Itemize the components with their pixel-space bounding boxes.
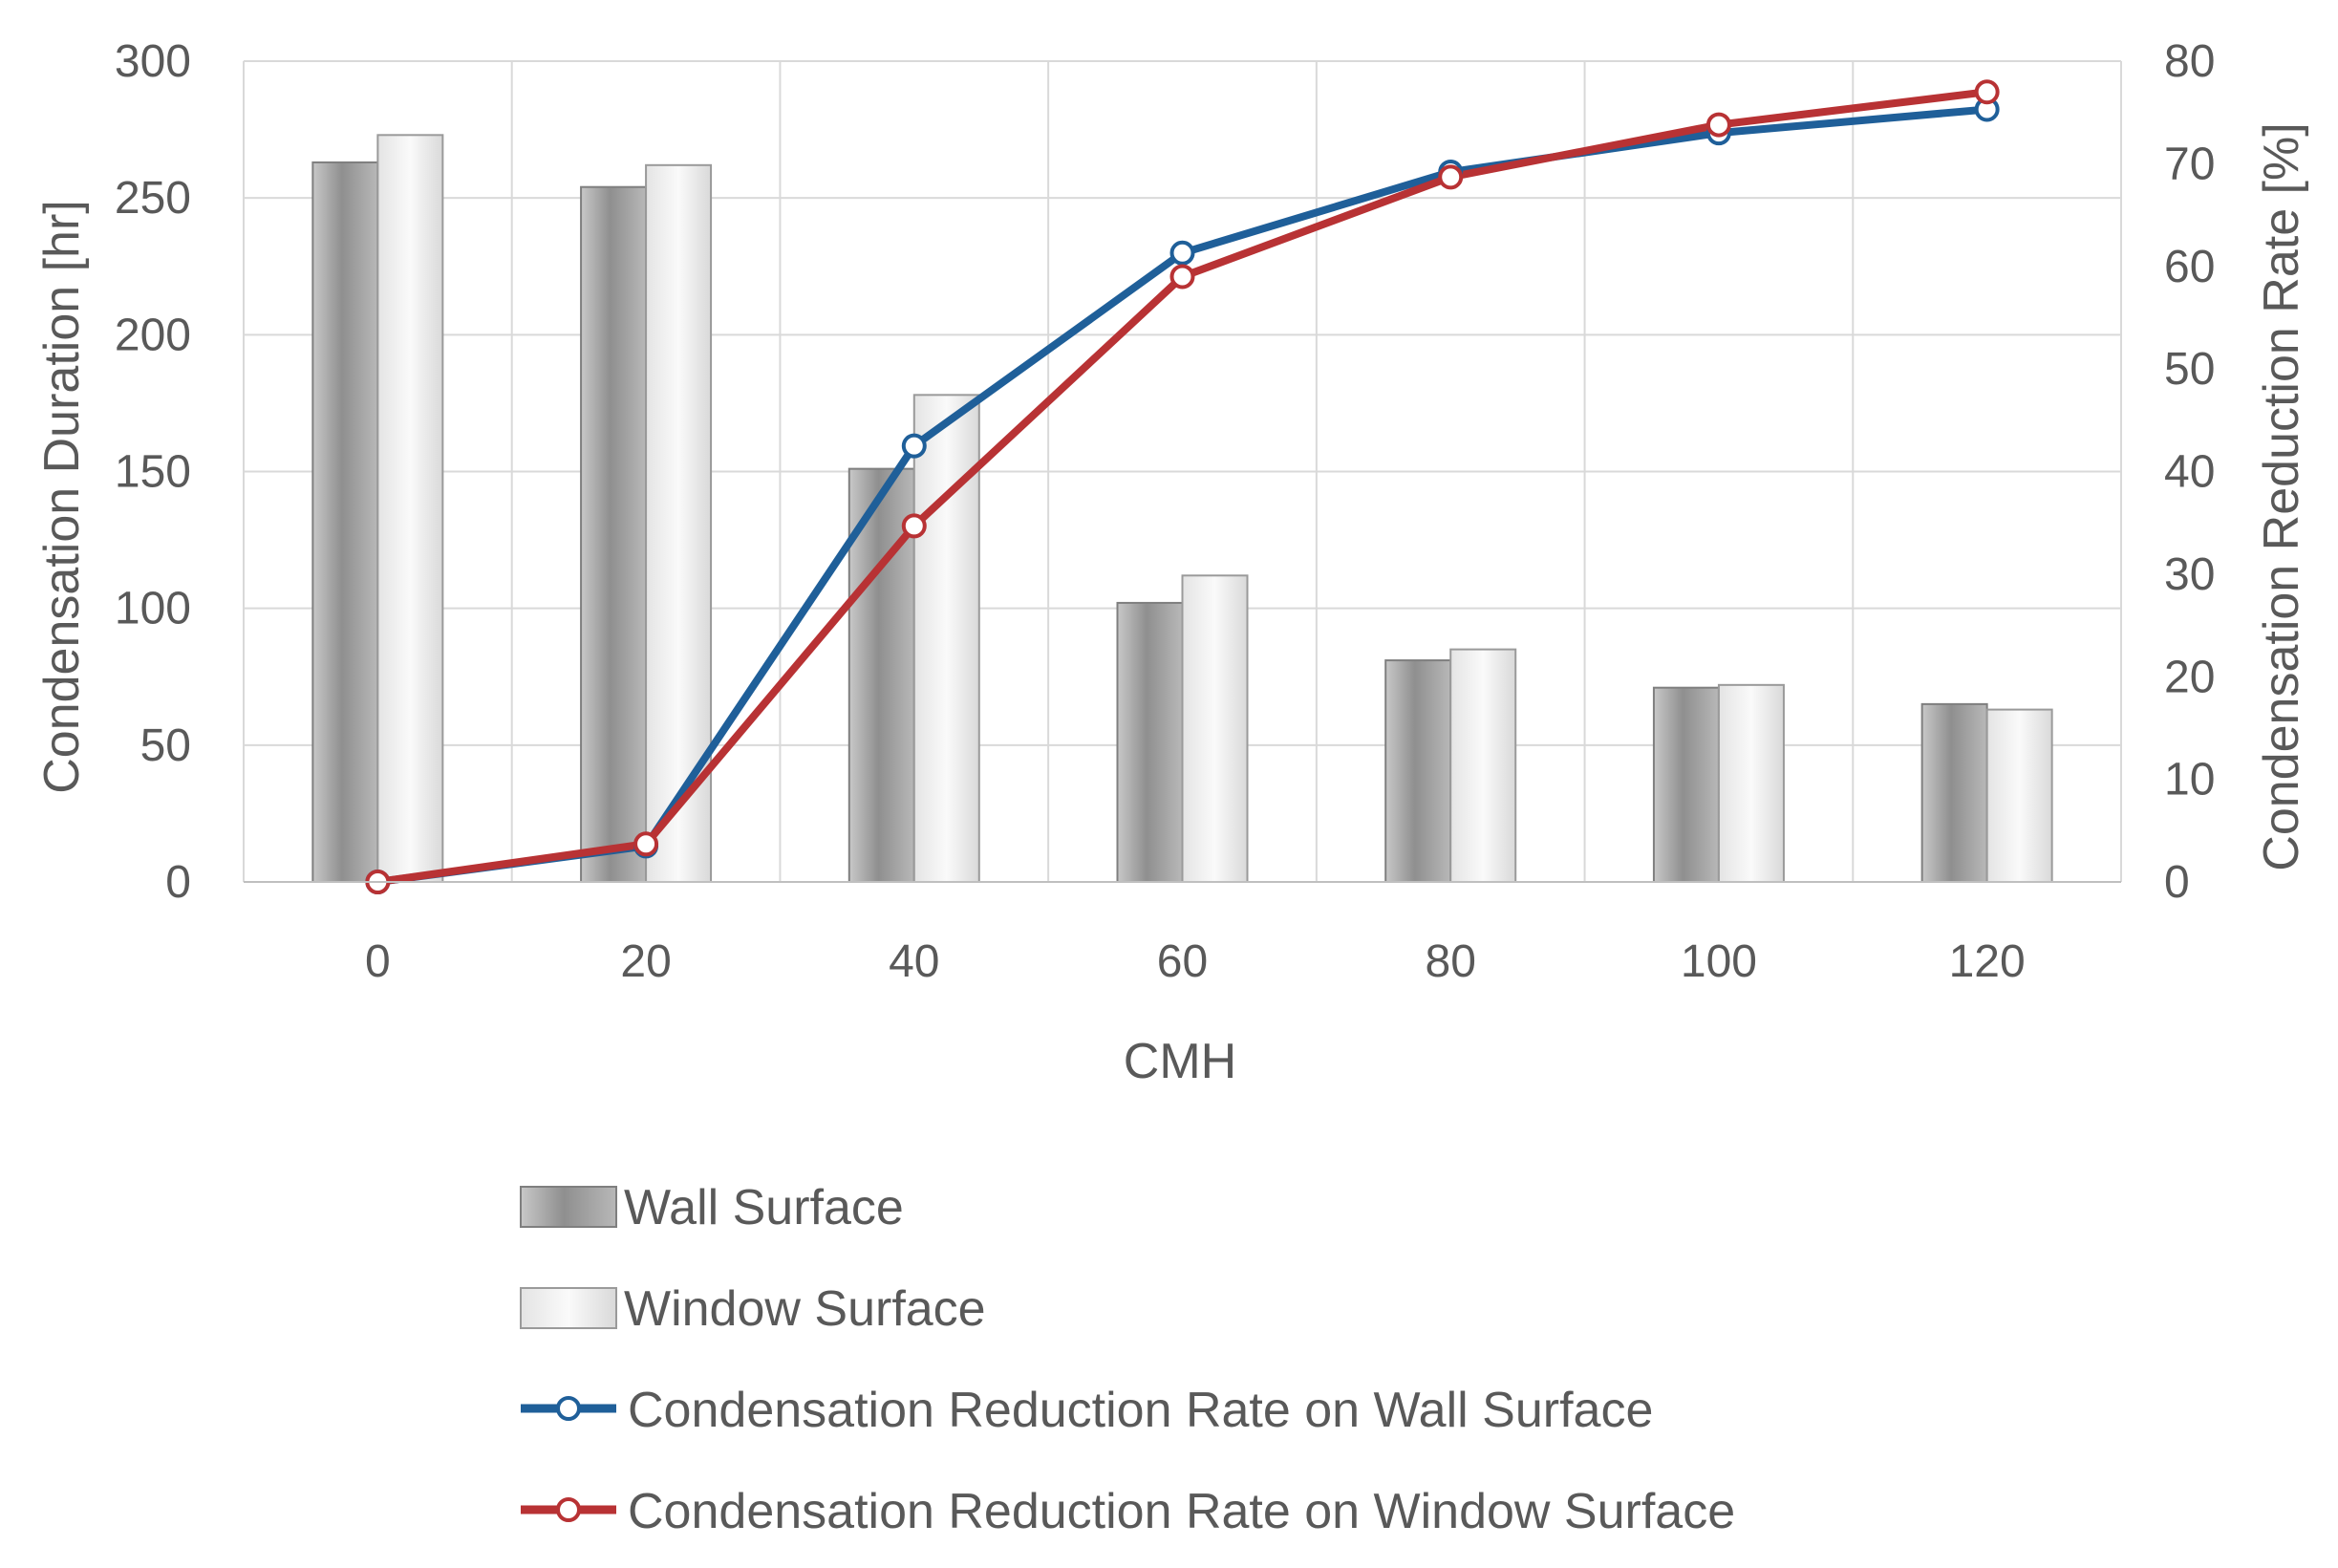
y-tick-label: 200 <box>115 310 191 360</box>
x-tick-label: 80 <box>1426 936 1476 987</box>
legend-marker-wall-rate <box>556 1396 581 1421</box>
x-axis-title: CMH <box>1124 1034 1236 1089</box>
marker-window-rate <box>633 831 659 857</box>
bar-window-surface <box>1717 683 1785 884</box>
y-tick-label: 100 <box>115 584 191 634</box>
marker-window-rate <box>1705 112 1731 138</box>
y2-tick-label: 40 <box>2164 447 2215 498</box>
x-tick-label: 60 <box>1157 936 1208 987</box>
bar-window-surface <box>1181 574 1249 883</box>
y2-tick-label: 70 <box>2164 139 2215 189</box>
bar-window-surface <box>1449 648 1517 883</box>
x-tick-label: 20 <box>620 936 671 987</box>
x-tick-label: 120 <box>1949 936 2026 987</box>
bar-group <box>311 134 2053 884</box>
legend-item-wall-surface: Wall Surface <box>520 1180 904 1235</box>
y2-axis-title: Condensation Reduction Rate [%] <box>2254 122 2309 870</box>
legend-label-wall-rate: Condensation Reduction Rate on Wall Surf… <box>628 1383 1653 1438</box>
legend-marker-window-rate <box>556 1497 581 1522</box>
legend: Wall Surface Window Surface Condensation… <box>520 1180 1735 1539</box>
marker-window-rate <box>901 513 927 539</box>
x-tick-label: 40 <box>889 936 939 987</box>
y-axis-title: Condensation Duration [hr] <box>34 200 90 794</box>
marker-window-rate <box>1169 264 1195 290</box>
marker-wall-rate <box>1169 240 1195 266</box>
legend-item-window-surface: Window Surface <box>520 1281 986 1337</box>
y2-tick-label: 0 <box>2164 857 2190 908</box>
y2-tick-label: 10 <box>2164 755 2215 805</box>
bar-wall-surface <box>1920 702 1988 884</box>
legend-item-window-rate: Condensation Reduction Rate on Window Su… <box>521 1484 1735 1539</box>
legend-swatch-wall <box>520 1186 617 1228</box>
legend-swatch-window <box>520 1287 617 1329</box>
line-group <box>365 79 2000 894</box>
legend-item-wall-rate: Condensation Reduction Rate on Wall Surf… <box>521 1383 1653 1438</box>
marker-window-rate <box>1438 164 1464 190</box>
bar-window-surface <box>376 134 444 883</box>
bar-window-surface <box>1985 708 2053 883</box>
bar-wall-surface <box>311 161 379 883</box>
x-tick-label: 0 <box>365 936 391 987</box>
y-tick-label: 300 <box>115 36 191 87</box>
y-tick-label: 150 <box>115 447 191 498</box>
bar-wall-surface <box>1116 601 1184 883</box>
gridlines <box>243 60 2122 883</box>
y2-tick-label: 30 <box>2164 549 2215 600</box>
bar-wall-surface <box>580 185 648 884</box>
y2-tick-label: 60 <box>2164 242 2215 292</box>
y2-tick-label: 50 <box>2164 344 2215 395</box>
bar-window-surface <box>912 394 980 883</box>
bar-wall-surface <box>1384 659 1452 883</box>
y-tick-label: 250 <box>115 173 191 224</box>
x-tick-label: 100 <box>1681 936 1757 987</box>
y-tick-label: 0 <box>165 857 191 908</box>
marker-wall-rate <box>901 433 927 459</box>
y2-tick-label: 20 <box>2164 652 2215 702</box>
bar-wall-surface <box>1652 686 1720 883</box>
axes: 0 50 100 150 200 250 300 0 10 20 30 40 50 60 70 80 0 20 40… <box>115 36 2215 987</box>
legend-label-window-rate: Condensation Reduction Rate on Window Su… <box>628 1484 1735 1539</box>
y2-tick-label: 80 <box>2164 36 2215 87</box>
marker-window-rate <box>1974 79 2000 105</box>
legend-label-window: Window Surface <box>624 1281 986 1337</box>
y-tick-label: 50 <box>140 720 191 771</box>
legend-label-wall: Wall Surface <box>624 1180 904 1235</box>
